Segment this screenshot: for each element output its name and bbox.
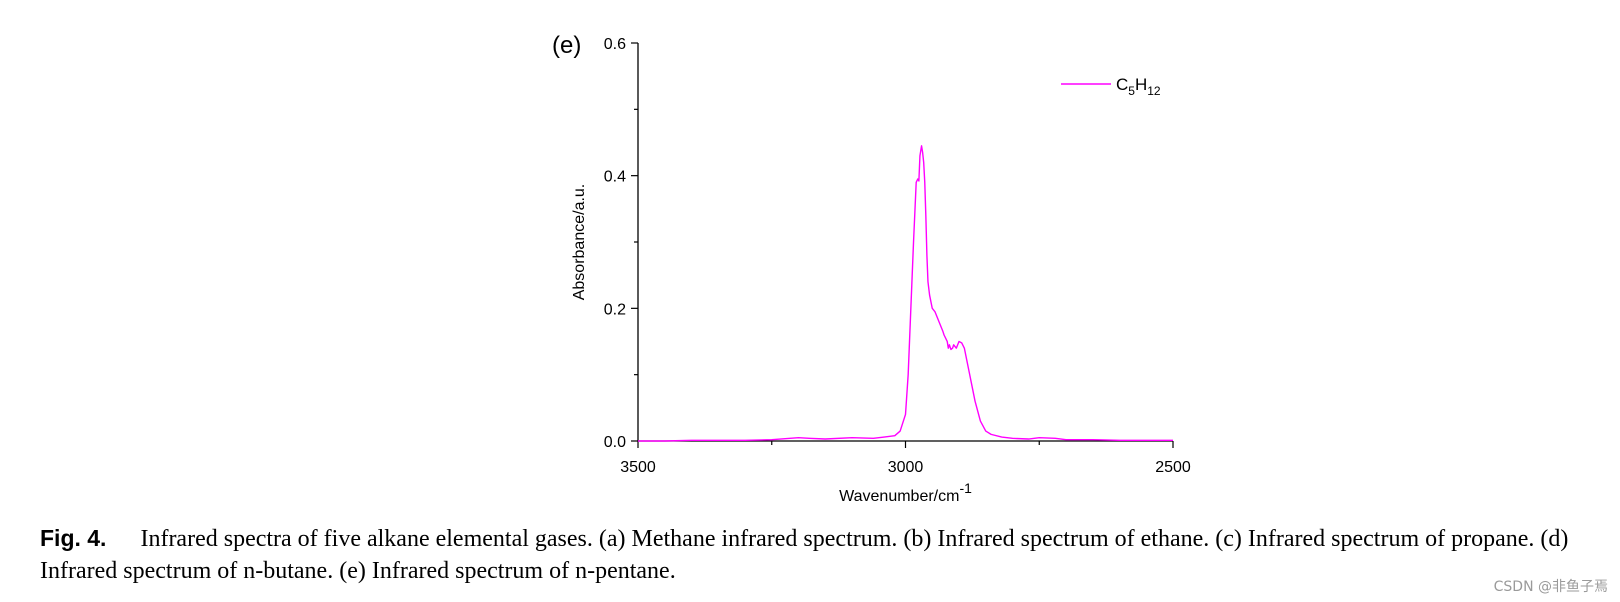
x-tick-label: 3000 (888, 459, 924, 476)
figure-label: Fig. 4. (40, 525, 107, 551)
y-tick-label: 0.0 (604, 434, 626, 451)
tick-labels: 0.0 0.2 0.4 0.6 3500 3000 2500 (604, 36, 1191, 476)
y-axis-title: Absorbance/a.u. (571, 184, 588, 301)
figure-caption: Fig. 4. Infrared spectra of five alkane e… (40, 522, 1620, 587)
watermark: CSDN @非鱼子焉 (1493, 579, 1608, 595)
y-tick-label: 0.6 (604, 36, 626, 53)
y-tick-label: 0.2 (604, 301, 626, 318)
spectrum-chart: (e) 0.0 0.2 0.4 0.6 3500 3000 2500 Wavenumber/… (552, 32, 1191, 505)
x-axis-title: Wavenumber/cm-1 (839, 480, 972, 505)
axes (637, 43, 1173, 442)
legend: C5H12 (1061, 75, 1161, 98)
x-axis-title-text: Wavenumber/cm (839, 488, 959, 505)
x-tick-label: 3500 (620, 459, 656, 476)
x-axis-title-exponent: -1 (959, 480, 972, 496)
y-tick-label: 0.4 (604, 169, 626, 186)
tick-marks (631, 42, 1174, 448)
series-line-c5h12 (638, 145, 1173, 442)
legend-label-c5h12: C5H12 (1116, 75, 1161, 98)
panel-label: (e) (552, 32, 581, 59)
x-tick-label: 2500 (1155, 459, 1191, 476)
caption-text: Infrared spectra of five alkane elementa… (40, 526, 1569, 584)
